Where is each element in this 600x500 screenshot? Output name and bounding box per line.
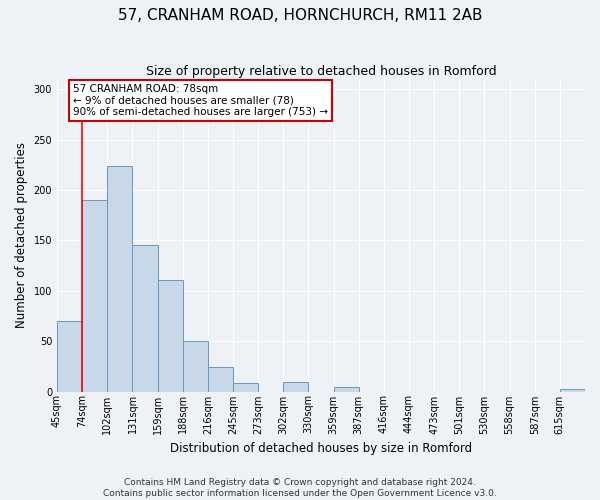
Bar [334, 388, 359, 392]
Bar [133, 246, 158, 392]
Bar [57, 321, 82, 392]
Text: Contains HM Land Registry data © Crown copyright and database right 2024.
Contai: Contains HM Land Registry data © Crown c… [103, 478, 497, 498]
Bar [233, 384, 258, 392]
Y-axis label: Number of detached properties: Number of detached properties [15, 142, 28, 328]
Bar [183, 341, 208, 392]
Text: 57 CRANHAM ROAD: 78sqm
← 9% of detached houses are smaller (78)
90% of semi-deta: 57 CRANHAM ROAD: 78sqm ← 9% of detached … [73, 84, 328, 117]
Title: Size of property relative to detached houses in Romford: Size of property relative to detached ho… [146, 65, 496, 78]
Text: 57, CRANHAM ROAD, HORNCHURCH, RM11 2AB: 57, CRANHAM ROAD, HORNCHURCH, RM11 2AB [118, 8, 482, 22]
Bar [560, 390, 585, 392]
Bar [82, 200, 107, 392]
X-axis label: Distribution of detached houses by size in Romford: Distribution of detached houses by size … [170, 442, 472, 455]
Bar [158, 280, 183, 392]
Bar [283, 382, 308, 392]
Bar [208, 368, 233, 392]
Bar [107, 166, 133, 392]
